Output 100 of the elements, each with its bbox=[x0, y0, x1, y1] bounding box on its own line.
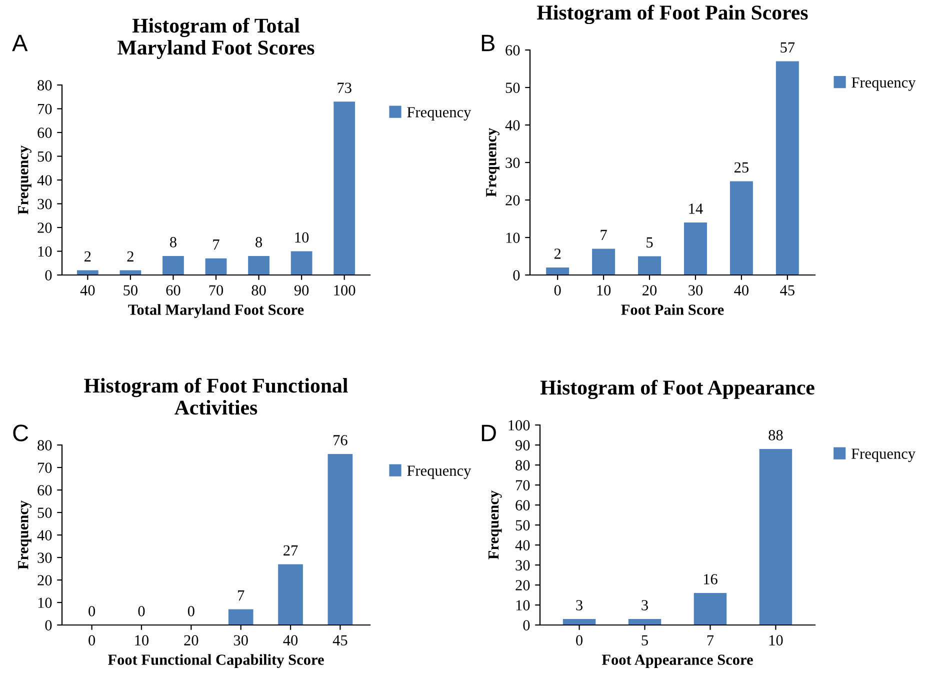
chart-title: Histogram of Foot Pain Scores bbox=[537, 4, 808, 24]
text: C bbox=[13, 424, 28, 442]
bar bbox=[546, 268, 570, 275]
data-label: 25 bbox=[734, 162, 748, 173]
data-label: 73 bbox=[338, 82, 352, 93]
bar bbox=[730, 181, 753, 275]
data-label: 16 bbox=[704, 574, 718, 584]
y-axis-title: Frequency bbox=[18, 145, 32, 214]
chart-title: Histogram of Foot Functional Activities bbox=[84, 378, 348, 415]
text: B bbox=[482, 34, 494, 52]
bar bbox=[278, 564, 303, 625]
bar bbox=[694, 593, 727, 625]
legend-label: Frequency bbox=[407, 466, 472, 479]
y-tick-label: 70 bbox=[516, 480, 530, 490]
data-label: 2 bbox=[84, 251, 91, 262]
bar bbox=[592, 248, 616, 275]
bar bbox=[228, 609, 254, 625]
data-label: 8 bbox=[170, 237, 176, 248]
bar bbox=[290, 251, 312, 275]
x-tick-label: 20 bbox=[642, 285, 657, 296]
y-tick-label: 20 bbox=[516, 580, 530, 590]
x-tick-label: 40 bbox=[80, 285, 95, 296]
y-tick-label: 60 bbox=[516, 500, 530, 510]
x-tick-label: 90 bbox=[294, 285, 309, 296]
bar bbox=[638, 256, 662, 275]
text: D bbox=[482, 424, 496, 442]
y-tick-label: 30 bbox=[506, 158, 520, 168]
y-tick-label: 10 bbox=[506, 232, 520, 243]
bar bbox=[628, 619, 662, 625]
data-label: 88 bbox=[768, 430, 783, 440]
text: A bbox=[12, 34, 28, 52]
y-tick-label: 60 bbox=[506, 45, 520, 56]
y-tick-label: 40 bbox=[505, 120, 520, 130]
data-label: 5 bbox=[646, 237, 653, 248]
data-label: 76 bbox=[334, 435, 348, 446]
y-axis-title: Frequency bbox=[488, 490, 502, 560]
bar bbox=[334, 102, 356, 275]
data-label: 3 bbox=[576, 600, 583, 610]
x-tick-label: 0 bbox=[88, 635, 96, 646]
y-tick-label: 80 bbox=[516, 460, 530, 470]
x-axis-title: Foot Appearance Score bbox=[602, 654, 753, 668]
y-tick-label: 20 bbox=[506, 195, 520, 206]
data-label: 0 bbox=[188, 606, 194, 616]
x-tick-label: 100 bbox=[334, 285, 356, 296]
y-tick-label: 0 bbox=[45, 270, 52, 280]
legend-label: Frequency bbox=[852, 77, 916, 91]
x-tick-label: 70 bbox=[209, 285, 224, 296]
data-label: 3 bbox=[642, 600, 648, 610]
y-tick-label: 0 bbox=[45, 620, 52, 630]
x-axis-title: Total Maryland Foot Score bbox=[128, 304, 304, 318]
data-label: 57 bbox=[780, 42, 795, 53]
x-tick-label: 30 bbox=[688, 285, 703, 296]
bar bbox=[684, 222, 707, 275]
x-tick-label: 80 bbox=[252, 285, 266, 296]
x-tick-label: 0 bbox=[576, 635, 583, 646]
chart-title: Histogram of Total Maryland Foot Scores bbox=[118, 18, 314, 59]
y-tick-label: 50 bbox=[506, 82, 520, 93]
bar bbox=[562, 619, 596, 625]
y-tick-label: 0 bbox=[523, 620, 530, 630]
data-label: 7 bbox=[600, 230, 607, 240]
y-tick-label: 80 bbox=[38, 80, 52, 90]
bar bbox=[776, 61, 799, 275]
y-tick-label: 70 bbox=[38, 104, 52, 114]
y-axis-title: Frequency bbox=[18, 500, 32, 570]
data-label: 7 bbox=[238, 590, 244, 600]
y-tick-label: 60 bbox=[38, 485, 52, 496]
y-tick-label: 20 bbox=[38, 222, 52, 233]
x-tick-label: 60 bbox=[166, 285, 180, 296]
y-tick-label: 10 bbox=[516, 600, 530, 610]
x-axis-title: Foot Pain Score bbox=[621, 304, 724, 315]
x-tick-label: 30 bbox=[234, 635, 248, 646]
data-label: 7 bbox=[213, 240, 220, 250]
y-tick-label: 40 bbox=[37, 175, 52, 186]
data-label: 2 bbox=[127, 251, 134, 262]
x-tick-label: 20 bbox=[184, 635, 198, 646]
bar bbox=[248, 256, 270, 275]
y-tick-label: 0 bbox=[513, 270, 520, 280]
x-tick-label: 0 bbox=[554, 285, 561, 296]
data-label: 10 bbox=[295, 232, 309, 243]
data-label: 27 bbox=[284, 545, 298, 556]
x-tick-label: 7 bbox=[707, 635, 714, 646]
y-tick-label: 50 bbox=[516, 520, 530, 530]
y-tick-label: 30 bbox=[38, 552, 52, 563]
x-tick-label: 10 bbox=[597, 285, 611, 296]
x-tick-label: 10 bbox=[769, 635, 783, 646]
y-tick-label: 50 bbox=[38, 508, 52, 518]
x-tick-label: 40 bbox=[283, 635, 298, 646]
x-tick-label: 45 bbox=[332, 635, 348, 646]
y-tick-label: 30 bbox=[38, 198, 52, 210]
y-tick-label: 90 bbox=[515, 440, 530, 450]
y-tick-label: 10 bbox=[38, 598, 52, 608]
data-label: 8 bbox=[256, 237, 262, 248]
x-tick-label: 40 bbox=[734, 285, 749, 296]
data-label: 14 bbox=[689, 204, 703, 214]
x-tick-label: 45 bbox=[780, 285, 794, 296]
y-axis-title: Frequency bbox=[486, 128, 500, 197]
x-axis-title: Foot Functional Capability Score bbox=[108, 654, 324, 668]
y-tick-label: 60 bbox=[38, 128, 52, 138]
x-tick-label: 10 bbox=[135, 635, 149, 646]
data-label: 0 bbox=[88, 606, 96, 616]
